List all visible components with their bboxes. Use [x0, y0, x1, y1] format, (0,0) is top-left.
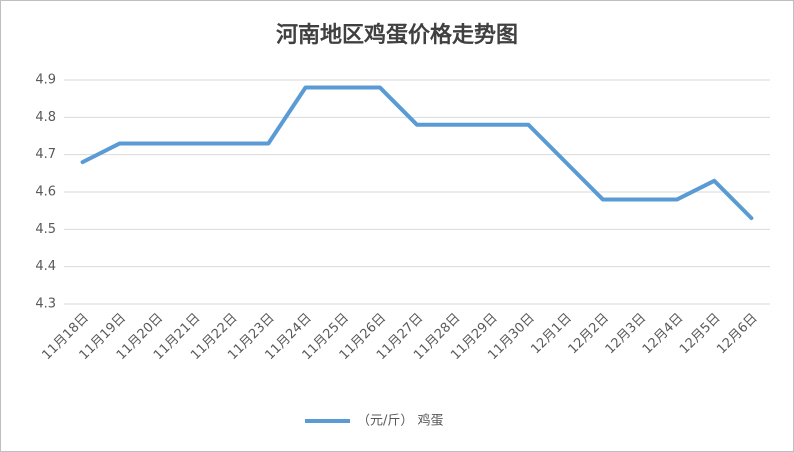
- y-tick-label: 4.7: [35, 147, 56, 162]
- y-tick-label: 4.3: [35, 297, 56, 312]
- y-tick-label: 4.8: [35, 110, 56, 125]
- data-line: [80, 85, 754, 221]
- chart-title: 河南地区鸡蛋价格走势图: [276, 22, 518, 48]
- y-tick-label: 4.4: [35, 259, 56, 274]
- y-tick-label: 4.5: [35, 222, 56, 237]
- legend-label: （元/斤） 鸡蛋: [357, 413, 444, 429]
- y-tick-label: 4.6: [35, 185, 56, 200]
- y-tick-label: 4.9: [35, 73, 56, 88]
